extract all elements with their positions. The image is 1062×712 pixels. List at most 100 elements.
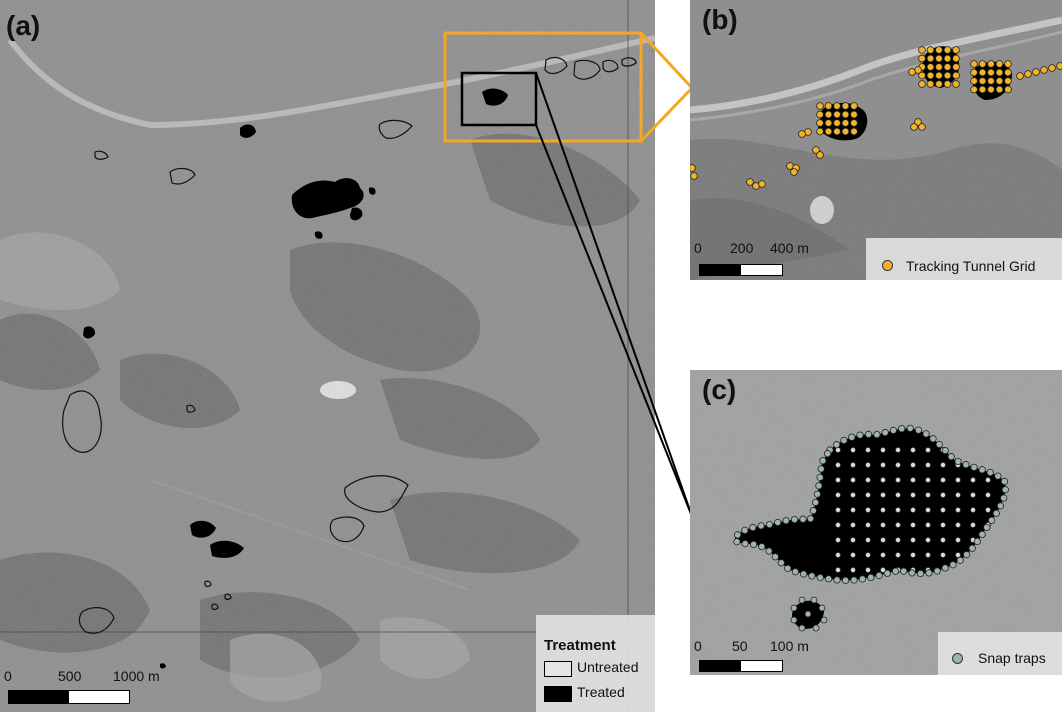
snap-trap-marker bbox=[791, 568, 800, 576]
snap-trap-marker bbox=[939, 492, 946, 499]
snap-trap-marker bbox=[864, 462, 871, 469]
tunnel-marker bbox=[1048, 64, 1056, 72]
snap-trap-marker bbox=[864, 536, 871, 543]
snap-trap-marker bbox=[879, 506, 886, 513]
snap-trap-marker bbox=[734, 531, 742, 539]
tunnel-marker bbox=[746, 178, 754, 186]
scale-b-tick-0: 0 bbox=[694, 240, 702, 256]
tunnel-marker bbox=[816, 119, 824, 127]
snap-trap-marker bbox=[881, 428, 889, 437]
tunnel-marker bbox=[1024, 70, 1032, 78]
tunnel-marker bbox=[1004, 68, 1012, 77]
snap-trap-marker bbox=[834, 506, 841, 513]
snap-trap-marker bbox=[790, 515, 799, 524]
tunnel-marker bbox=[833, 110, 841, 119]
snap-trap-marker bbox=[954, 492, 961, 499]
snap-trap-marker bbox=[849, 477, 856, 484]
aerial-map-a bbox=[0, 0, 655, 712]
snap-trap-marker bbox=[864, 477, 871, 484]
tunnel-marker bbox=[952, 63, 960, 71]
snap-trap-marker bbox=[894, 506, 901, 513]
snap-trap-marker bbox=[848, 433, 856, 441]
tunnel-marker bbox=[910, 123, 918, 131]
snap-trap-marker bbox=[929, 435, 937, 443]
scale-tick-1: 500 bbox=[58, 668, 82, 684]
tunnel-marker bbox=[850, 119, 858, 127]
snap-trap-marker bbox=[894, 551, 901, 558]
snap-trap-marker bbox=[864, 430, 873, 438]
snap-trap-marker bbox=[941, 564, 949, 572]
tunnel-marker bbox=[918, 123, 926, 131]
tunnel-marker bbox=[978, 85, 987, 94]
snap-trap-marker bbox=[879, 566, 886, 573]
snap-trap-marker bbox=[949, 561, 957, 569]
snap-trap-marker bbox=[879, 462, 886, 469]
tunnel-marker bbox=[833, 119, 841, 127]
legend-swatch-untreated bbox=[544, 661, 572, 677]
snap-trap-marker bbox=[840, 436, 848, 445]
snap-trap-marker bbox=[900, 567, 908, 575]
tunnel-marker bbox=[816, 110, 824, 119]
snap-trap-marker bbox=[849, 521, 856, 528]
tunnel-marker bbox=[798, 130, 806, 138]
tunnel-marker bbox=[952, 46, 960, 54]
tunnel-marker bbox=[824, 119, 833, 127]
snap-trap-marker bbox=[954, 457, 962, 466]
snap-trap-marker bbox=[894, 447, 901, 454]
legend-label-tunnel: Tracking Tunnel Grid bbox=[906, 258, 1036, 274]
snap-trap-marker bbox=[849, 492, 856, 499]
tunnel-marker bbox=[926, 71, 935, 80]
snap-trap-marker bbox=[834, 566, 841, 573]
snap-trap-marker bbox=[909, 536, 916, 543]
snap-trap-marker bbox=[935, 440, 943, 449]
snap-trap-marker bbox=[858, 575, 867, 583]
tunnel-marker bbox=[987, 85, 995, 94]
snap-trap-marker bbox=[889, 426, 897, 434]
tunnel-marker bbox=[1004, 60, 1012, 68]
snap-trap-marker bbox=[864, 521, 871, 528]
tunnel-marker bbox=[1032, 68, 1040, 76]
tunnel-marker bbox=[943, 63, 952, 71]
tunnel-marker bbox=[978, 77, 987, 85]
snap-trap-marker bbox=[834, 536, 841, 543]
snap-trap-marker bbox=[908, 569, 916, 577]
snap-trap-marker bbox=[849, 551, 856, 558]
legend-treatment: Treatment Untreated Treated bbox=[536, 615, 655, 712]
tunnel-marker bbox=[833, 127, 841, 136]
snap-trap-marker bbox=[924, 447, 931, 454]
snap-trap-marker bbox=[996, 502, 1005, 510]
snap-trap-marker bbox=[808, 572, 816, 580]
tunnel-marker bbox=[812, 146, 820, 154]
snap-trap-marker bbox=[816, 473, 824, 481]
legend-tracking-tunnel: Tracking Tunnel Grid bbox=[866, 238, 1062, 280]
snap-trap-marker bbox=[741, 526, 749, 534]
snap-trap-marker bbox=[784, 564, 792, 572]
tunnel-marker bbox=[850, 110, 858, 119]
snap-trap-marker bbox=[969, 521, 976, 528]
snap-trap-marker bbox=[909, 462, 916, 469]
snap-trap-marker bbox=[819, 457, 827, 465]
snap-trap-marker bbox=[849, 566, 856, 573]
snap-trap-marker bbox=[1001, 486, 1009, 494]
legend-label-treated: Treated bbox=[577, 684, 625, 700]
snap-trap-marker bbox=[941, 446, 949, 455]
snap-trap-marker bbox=[777, 559, 785, 567]
panel-label-c: (c) bbox=[702, 374, 737, 405]
snap-trap-marker bbox=[867, 573, 875, 581]
tunnel-marker bbox=[926, 63, 935, 71]
snap-trap-marker bbox=[758, 543, 766, 551]
treated-site-c bbox=[735, 428, 1006, 581]
scale-c-tick-2: 100 m bbox=[770, 638, 809, 654]
road bbox=[7, 35, 655, 129]
snap-trap-marker bbox=[924, 477, 931, 484]
snap-trap-marker bbox=[970, 463, 978, 471]
tunnel-marker bbox=[935, 71, 943, 80]
snap-trap-marker bbox=[879, 447, 886, 454]
snap-trap-marker bbox=[833, 576, 841, 584]
snap-trap-marker bbox=[811, 498, 820, 507]
scale-c-tick-0: 0 bbox=[694, 638, 702, 654]
snap-trap-marker bbox=[968, 544, 976, 552]
snap-trap-marker bbox=[823, 450, 832, 458]
snap-trap-marker bbox=[815, 482, 823, 490]
snap-trap-marker bbox=[922, 430, 930, 438]
